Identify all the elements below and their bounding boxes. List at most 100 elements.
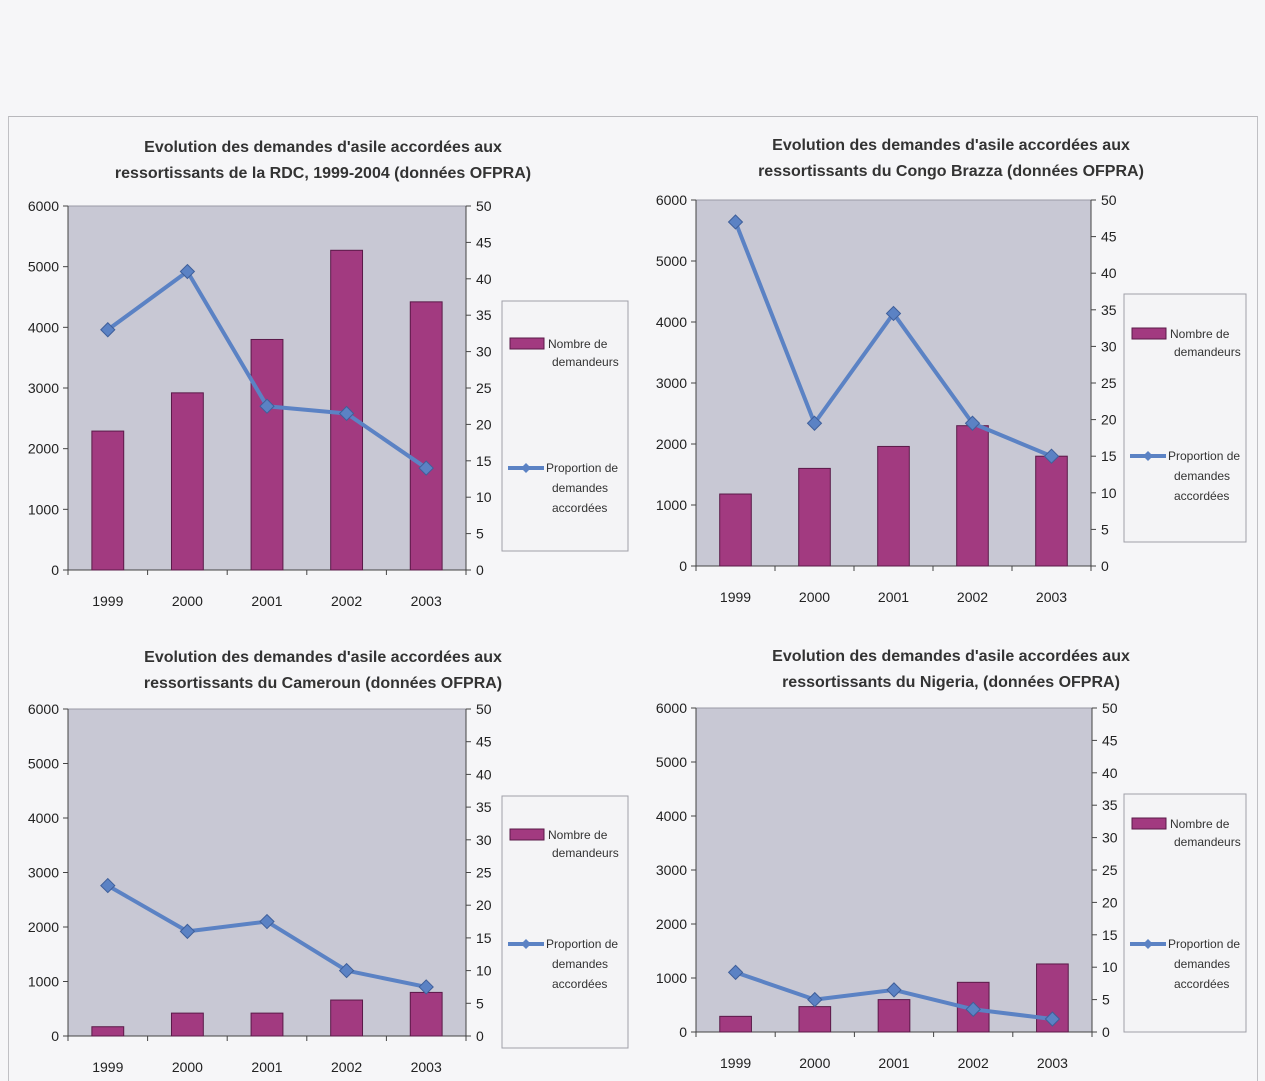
line-point [338,405,355,422]
x-tick-label: 2002 [331,1059,362,1075]
x-tick-label: 2003 [411,593,442,609]
y-tick-label-right: 10 [1102,959,1118,975]
y-tick-label-left: 3000 [28,380,59,396]
y-tick-label-right: 10 [476,963,492,979]
bar [330,999,364,1037]
bar [719,493,752,567]
y-tick-label-left: 2000 [28,919,59,935]
y-tick-label-left: 0 [51,562,59,578]
y-tick-label-left: 2000 [656,436,687,452]
x-tick-label: 2003 [1037,1055,1068,1071]
x-tick-label: 2000 [799,589,830,605]
y-tick-label-right: 40 [476,766,492,782]
x-tick-label: 2002 [957,589,988,605]
y-tick-label-left: 0 [679,1024,687,1040]
y-tick-label-left: 4000 [28,319,59,335]
legend-line-label: Proportion de [546,461,618,475]
y-tick-label-left: 3000 [656,375,687,391]
y-tick-label-left: 6000 [656,192,687,208]
chart-grid [8,116,1258,1081]
y-tick-label-right: 25 [1102,862,1118,878]
bar [91,1026,125,1037]
line-point [964,415,981,431]
line-point [259,398,275,414]
line-point [338,962,355,979]
y-tick-label-left: 1000 [656,497,687,513]
y-tick-label-right: 5 [1101,521,1109,537]
bar [409,301,443,571]
line-point [179,923,196,940]
bar [250,1012,284,1037]
x-tick-label: 2000 [172,593,203,609]
legend-line-label: Proportion de [1168,937,1240,951]
legend-line-marker [1143,939,1153,949]
chart-cameroun: Evolution des demandes d'asile accordées… [28,649,629,1075]
y-tick-label-right: 10 [476,489,492,505]
legend-line-label: accordées [552,977,607,991]
y-tick-label-right: 15 [1101,448,1117,464]
y-tick-label-right: 45 [476,734,492,750]
x-tick-label: 2000 [799,1055,830,1071]
y-tick-label-left: 0 [51,1028,59,1044]
bar [798,1006,832,1033]
y-tick-label-right: 0 [1102,1024,1110,1040]
legend-line-marker [521,463,531,473]
line-point [727,964,744,981]
legend-bar-swatch [509,337,545,350]
plot-area [695,707,1093,1033]
line-point [886,982,902,998]
bar [877,445,910,567]
chart-title-line: ressortissants du Nigeria, (données OFPR… [782,674,1120,691]
legend-bars-label: Nombre de [548,828,608,842]
x-tick-label: 2002 [958,1055,989,1071]
chart-title-line: ressortissants du Cameroun (données OFPR… [144,675,502,692]
y-tick-label-right: 5 [476,995,484,1011]
y-tick-label-right: 50 [476,198,492,214]
y-tick-label-right: 0 [476,1028,484,1044]
x-tick-label: 2003 [1036,589,1067,605]
y-tick-label-right: 40 [476,271,492,287]
x-tick-label: 2001 [878,1055,909,1071]
y-tick-label-right: 15 [476,453,492,469]
chart-title-line: Evolution des demandes d'asile accordées… [772,648,1130,665]
y-tick-label-left: 4000 [656,808,687,824]
y-tick-label-right: 35 [1101,302,1117,318]
y-tick-label-left: 0 [679,558,687,574]
chart-title-line: Evolution des demandes d'asile accordées… [144,649,502,666]
chart-title-line: ressortissants du Congo Brazza (données … [758,163,1144,180]
chart-title-line: Evolution des demandes d'asile accordées… [144,139,502,156]
bar [719,1015,752,1033]
y-tick-label-left: 1000 [28,501,59,517]
plot-area [67,708,467,1037]
y-tick-label-right: 50 [1101,192,1117,208]
x-tick-label: 2002 [331,593,362,609]
x-tick-label: 1999 [92,593,123,609]
y-tick-label-left: 1000 [656,970,687,986]
y-tick-label-right: 35 [476,799,492,815]
x-tick-label: 2003 [411,1059,442,1075]
y-tick-label-right: 50 [476,701,492,717]
legend-line-label: accordées [552,501,607,515]
legend-line-label: Proportion de [546,937,618,951]
y-tick-label-left: 1000 [28,974,59,990]
line-point [807,991,823,1008]
y-tick-label-right: 15 [1102,927,1118,943]
y-tick-label-left: 6000 [656,700,687,716]
bar [170,1012,204,1037]
legend-line-label: demandes [552,957,608,971]
legend-bars-label: Nombre de [1170,327,1230,341]
chart-rdc: Evolution des demandes d'asile accordées… [28,139,629,609]
line-point [806,415,823,431]
legend-bars-label: Nombre de [1170,817,1230,831]
bar [409,991,443,1037]
y-tick-label-right: 20 [1102,894,1118,910]
legend-line-marker [1143,451,1153,461]
y-tick-label-right: 0 [476,562,484,578]
legend-bars-label: demandeurs [1174,345,1241,359]
legend-bars-label: demandeurs [552,355,619,369]
y-tick-label-right: 30 [476,344,492,360]
y-tick-label-left: 2000 [28,441,59,457]
y-tick-label-left: 5000 [28,756,59,772]
line-point [727,214,744,230]
legend-line-label: demandes [552,481,608,495]
